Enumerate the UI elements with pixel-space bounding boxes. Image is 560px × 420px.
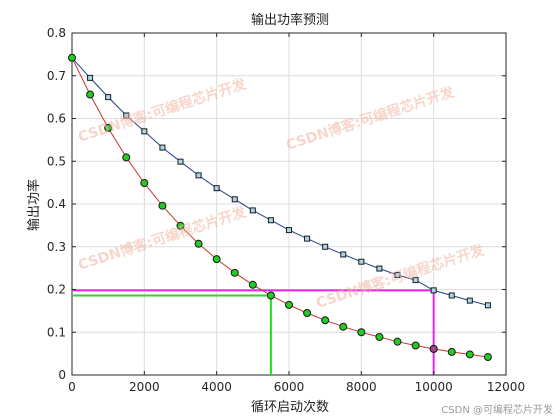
y-tick-label: 0.7 — [47, 69, 66, 83]
series-1-point — [358, 258, 365, 265]
tick-layer: 0 2000 4000 6000 8000 10000 12000 0 0.1 0.2 0.3 0.4… — [47, 26, 525, 394]
series-2-point — [194, 239, 203, 248]
y-tick-label: 0.6 — [47, 112, 66, 126]
series-2-point — [411, 341, 420, 350]
series-2-point — [158, 201, 167, 210]
series-1-point — [340, 251, 347, 258]
footer-watermark: CSDN @可编程芯片开发 — [441, 403, 553, 416]
x-tick-label: 10000 — [415, 380, 453, 394]
y-tick-label: 0.1 — [47, 325, 66, 339]
x-tick-label: 0 — [68, 380, 76, 394]
grid — [72, 33, 506, 375]
series-2-point — [321, 316, 330, 325]
x-tick-label: 12000 — [487, 380, 525, 394]
series-1-point — [195, 172, 202, 179]
watermark-text: CSDN博客:可编程芯片开发 — [76, 203, 249, 274]
series-2-point — [483, 353, 492, 362]
series-1-point — [177, 158, 184, 165]
series-1-point — [123, 112, 130, 119]
series-1-point — [412, 277, 419, 284]
x-tick-label: 6000 — [274, 380, 305, 394]
guide-lines — [72, 289, 435, 375]
series-2-point — [212, 255, 221, 264]
series-1-point — [87, 74, 94, 81]
x-tick-label: 8000 — [346, 380, 377, 394]
series-2-point — [122, 153, 131, 162]
y-tick-label: 0.2 — [47, 283, 66, 297]
y-tick-label: 0.3 — [47, 240, 66, 254]
series-2-point — [104, 123, 113, 132]
series-1-point — [394, 271, 401, 278]
series-2-point — [465, 350, 474, 359]
series-1-point — [448, 292, 455, 299]
series-1-point — [286, 227, 292, 234]
watermark-text: CSDN博客:可编程芯片开发 — [314, 241, 487, 312]
series-1-point — [141, 128, 148, 135]
series-2-point — [86, 90, 95, 99]
series-1-point — [267, 217, 274, 224]
y-axis-label: 输出功率 — [26, 179, 42, 231]
series-1-point — [322, 243, 329, 250]
series-2-point — [68, 53, 76, 62]
series-2-point — [285, 300, 293, 309]
series-1-point — [484, 302, 491, 309]
series-2-point — [266, 291, 275, 300]
y-tick-label: 0 — [58, 368, 66, 382]
highlight-point — [429, 344, 438, 353]
series-1-point — [430, 287, 437, 294]
series-2-point — [375, 332, 384, 341]
series-1-point — [304, 235, 311, 242]
series-1-point — [159, 144, 166, 151]
series-2-point — [357, 328, 366, 337]
series-2-point — [447, 347, 456, 356]
series-1-point — [231, 196, 238, 203]
series-1-point — [105, 94, 112, 101]
series-1-point — [213, 185, 220, 192]
series-2-point — [140, 179, 149, 188]
series-2-point — [248, 280, 257, 289]
y-tick-label: 0.4 — [47, 197, 66, 211]
x-tick-label: 2000 — [129, 380, 160, 394]
x-axis-label: 循环启动次数 — [251, 399, 329, 415]
series-2-point — [176, 221, 185, 230]
series-layer — [68, 53, 492, 362]
y-tick-label: 0.8 — [47, 26, 66, 40]
series-1-point — [466, 297, 473, 304]
series-1-point — [249, 207, 256, 214]
series-2-point — [230, 268, 239, 277]
series-2-point — [393, 337, 402, 346]
watermark-text: CSDN博客:可编程芯片开发 — [76, 75, 249, 146]
chart-title: 输出功率预测 — [251, 12, 329, 28]
watermark-layer: CSDN博客:可编程芯片开发 CSDN博客:可编程芯片开发 CSDN博客:可编程芯片… — [76, 75, 487, 312]
series-2-point — [339, 322, 348, 331]
series-2-point — [303, 309, 312, 318]
y-tick-label: 0.5 — [47, 154, 66, 168]
series-1-line — [71, 57, 489, 306]
series-1-point — [376, 265, 383, 272]
x-tick-label: 4000 — [201, 380, 232, 394]
